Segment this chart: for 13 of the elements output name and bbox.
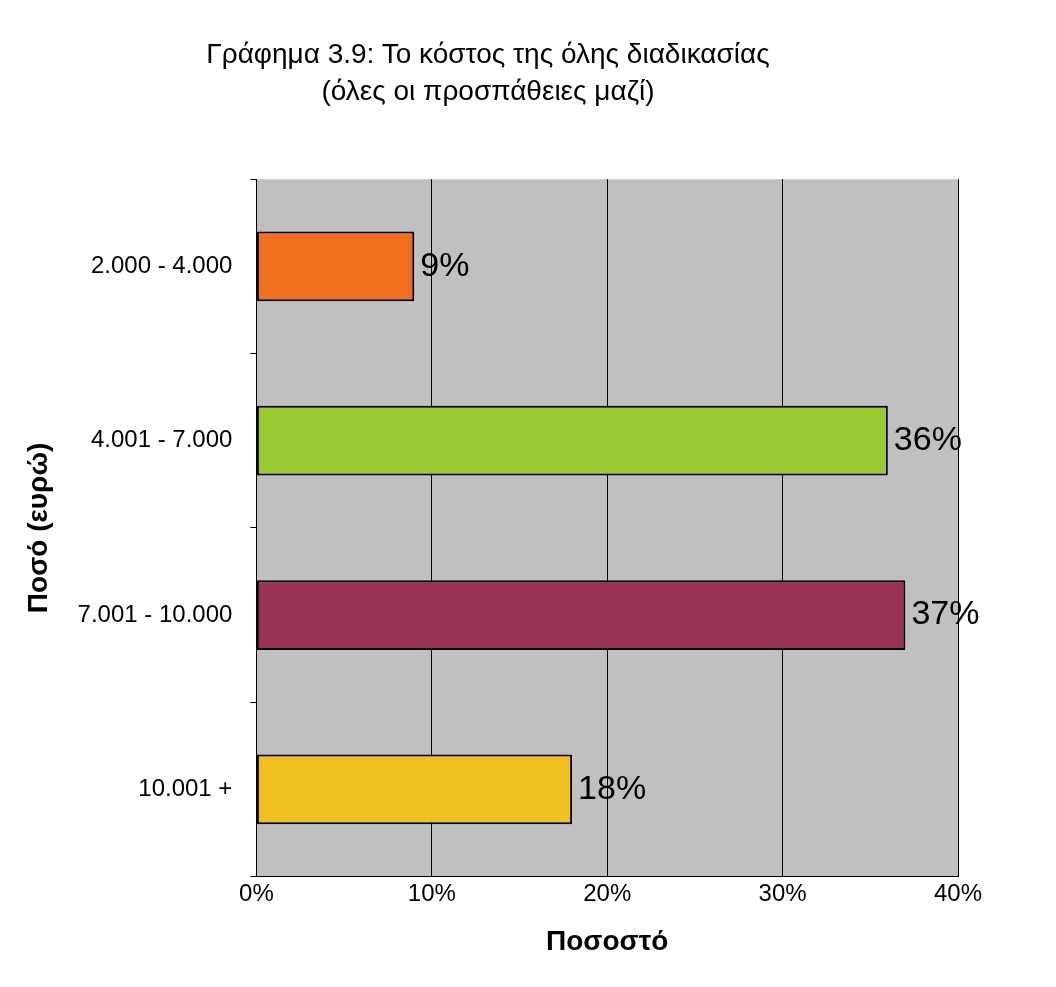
y-tick-label: 2.000 - 4.000: [90, 251, 233, 278]
y-tick-label: 10.001 +: [138, 774, 233, 802]
chart-subtitle: (όλες οι προσπάθειες μαζί): [321, 75, 655, 107]
x-tick-label: 0%: [239, 878, 274, 906]
y-axis-title: Ποσό (ευρώ): [21, 442, 53, 614]
x-tick-label: 20%: [583, 878, 632, 906]
chart-title: Γράφημα 3.9: Το κόστος της όλης διαδικασίας: [206, 37, 770, 69]
x-tick-label: 10%: [407, 878, 456, 906]
y-tick-label: 7.001 - 10.000: [77, 599, 233, 627]
x-axis-title: Ποσοστό: [546, 924, 669, 956]
y-tick-label: 4.001 - 7.000: [90, 425, 233, 453]
x-tick-label: 30%: [758, 878, 807, 906]
x-tick-label: 40%: [933, 878, 983, 906]
